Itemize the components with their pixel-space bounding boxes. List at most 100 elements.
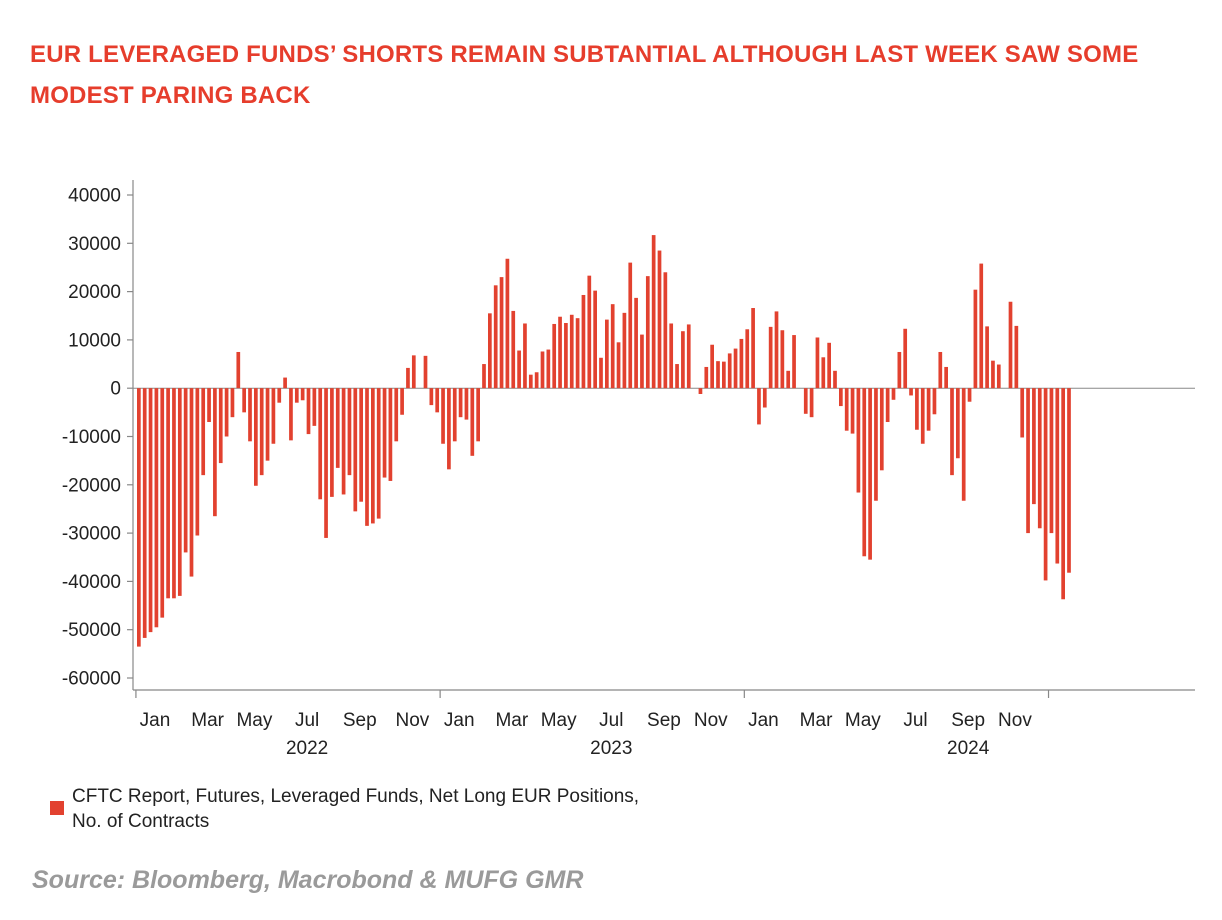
bar	[306, 388, 311, 435]
bar	[1008, 301, 1013, 389]
bar	[517, 350, 521, 389]
bar	[300, 388, 305, 401]
bar	[289, 388, 293, 441]
bar	[224, 388, 229, 437]
bar	[903, 328, 908, 389]
bar	[1026, 388, 1030, 534]
bar	[710, 344, 714, 389]
bar	[312, 388, 317, 426]
x-year-label: 2024	[947, 738, 990, 759]
bar	[1055, 388, 1060, 564]
bar	[458, 388, 463, 418]
bar	[505, 258, 510, 389]
bar	[985, 326, 989, 389]
bar	[540, 351, 545, 389]
x-month-label: Sep	[343, 710, 377, 731]
bar	[335, 388, 340, 468]
bar	[622, 312, 627, 389]
bar	[885, 388, 890, 423]
bar	[1037, 388, 1042, 529]
bar	[722, 361, 726, 389]
bar	[634, 297, 638, 389]
bar	[669, 323, 674, 389]
bar	[347, 388, 352, 476]
x-month-label: Jan	[140, 710, 171, 731]
bar	[815, 337, 820, 389]
bar	[862, 388, 867, 557]
bar	[581, 294, 586, 389]
y-tick-label: -60000	[62, 669, 121, 690]
bar	[575, 318, 580, 389]
bar	[435, 388, 440, 413]
bar	[640, 334, 644, 389]
bar	[254, 388, 258, 486]
bar	[488, 313, 492, 389]
bar	[891, 388, 896, 400]
legend-swatch	[50, 801, 64, 815]
y-axis: 40000 30000 20000 10000 0 -10000 -20000 -30000 -…	[62, 180, 1195, 690]
x-month-label: Nov	[998, 710, 1032, 731]
x-month-label: Jul	[295, 710, 319, 731]
bar	[681, 331, 685, 389]
bar	[376, 388, 381, 519]
x-month-label: May	[541, 710, 577, 731]
bar	[605, 319, 609, 389]
bar	[277, 388, 282, 403]
bar	[716, 361, 720, 389]
bar	[651, 235, 656, 389]
y-tick-label: -10000	[62, 427, 121, 448]
bar	[657, 250, 662, 389]
bar	[452, 388, 457, 442]
bar	[207, 388, 211, 423]
bar	[663, 272, 668, 389]
bar	[423, 355, 428, 389]
y-tick-label: -40000	[62, 572, 121, 593]
bar	[1014, 325, 1019, 389]
bar	[189, 388, 194, 577]
y-tick-label: 0	[110, 379, 121, 400]
bar	[411, 355, 416, 389]
bar	[751, 308, 755, 389]
bar	[950, 388, 954, 476]
bar	[909, 388, 913, 396]
bar	[371, 388, 375, 524]
bar	[177, 388, 182, 596]
bar	[856, 388, 861, 493]
bar	[154, 388, 159, 628]
bar	[166, 388, 170, 599]
bar	[365, 388, 369, 526]
bar	[330, 388, 334, 497]
bar	[803, 388, 808, 414]
bar	[996, 364, 1001, 389]
bar	[967, 388, 972, 402]
bar-chart: 40000 30000 20000 10000 0 -10000 -20000 -30000 -…	[62, 180, 1195, 759]
bar	[610, 304, 615, 389]
x-month-label: Sep	[951, 710, 985, 731]
bar	[534, 372, 539, 389]
bar	[809, 388, 814, 418]
chart-title: EUR LEVERAGED FUNDS’ SHORTS REMAIN SUBTA…	[30, 41, 1139, 109]
x-year-label: 2022	[286, 738, 328, 759]
bar	[493, 285, 498, 389]
x-month-label: Mar	[191, 710, 224, 731]
x-month-label: Sep	[647, 710, 681, 731]
bar	[587, 275, 592, 389]
bar	[248, 388, 252, 442]
x-axis: Jan Mar May Jul Sep Nov Jan Mar May Jul Sep Nov Jan M…	[133, 689, 1195, 759]
bar	[201, 388, 206, 476]
bar	[137, 388, 141, 647]
bar	[476, 388, 480, 442]
bar	[470, 388, 475, 456]
bar	[593, 290, 597, 389]
bar	[359, 388, 363, 502]
bar	[271, 388, 276, 444]
bar	[195, 388, 200, 536]
bar	[616, 342, 621, 389]
y-tick-label: 30000	[68, 234, 121, 255]
bar	[786, 370, 791, 389]
bar	[429, 388, 434, 406]
bar	[686, 324, 691, 389]
bar	[874, 388, 878, 501]
bar	[956, 388, 960, 459]
y-tick-label: -30000	[62, 524, 121, 545]
